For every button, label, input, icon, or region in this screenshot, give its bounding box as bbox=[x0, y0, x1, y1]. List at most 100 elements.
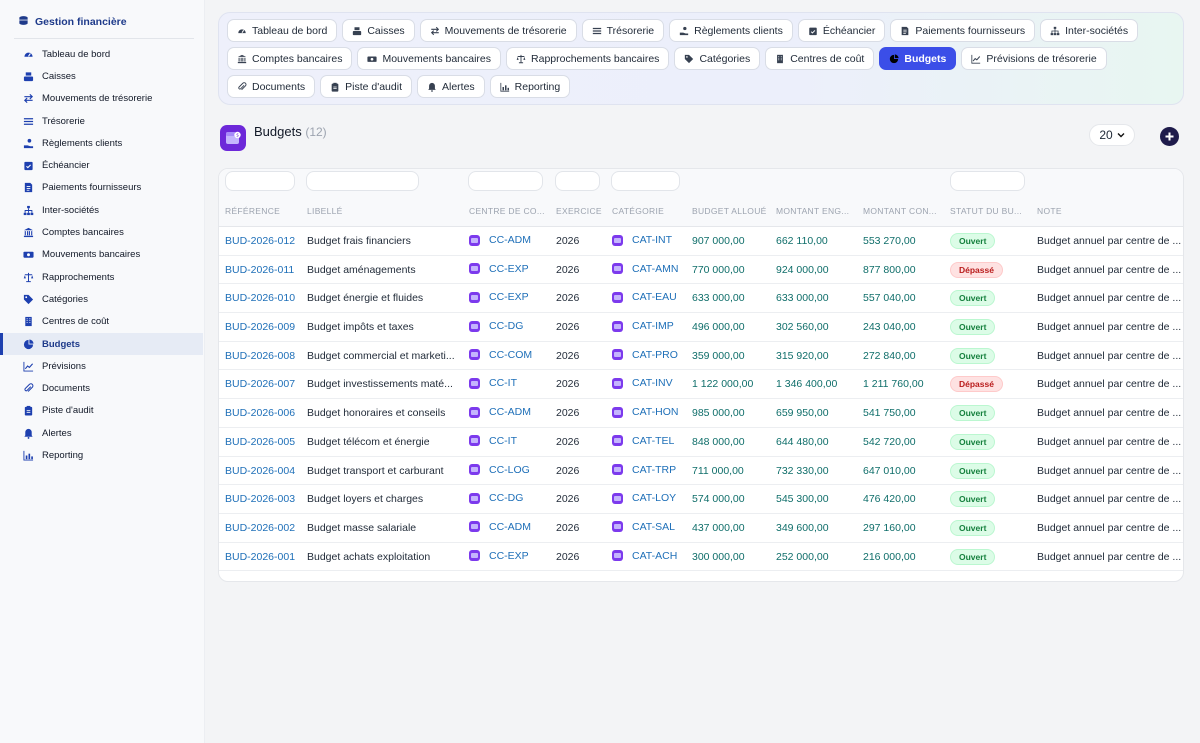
cost-center-link[interactable]: CC-IT bbox=[469, 377, 549, 389]
cost-center-link[interactable]: CC-DG bbox=[469, 492, 549, 504]
sidebar-item-reporting[interactable]: Reporting bbox=[0, 444, 203, 466]
col-centre-header[interactable]: CENTRE DE CO... bbox=[469, 206, 545, 216]
tab-inter-societes[interactable]: Inter-sociétés bbox=[1040, 19, 1139, 42]
filter-statut-input[interactable] bbox=[950, 171, 1025, 191]
tab-paiements-fournisseurs[interactable]: Paiements fournisseurs bbox=[890, 19, 1036, 42]
table-row[interactable]: BUD-2026-008 Budget commercial et marketi… bbox=[219, 342, 1183, 371]
tab-reglements-clients[interactable]: Règlements clients bbox=[669, 19, 793, 42]
tab-tresorerie[interactable]: Trésorerie bbox=[581, 19, 665, 42]
tab-budgets[interactable]: Budgets bbox=[879, 47, 957, 70]
cost-center-link[interactable]: CC-EXP bbox=[469, 550, 549, 562]
category-link[interactable]: CAT-INV bbox=[612, 377, 688, 389]
tab-previsions-de-tresorerie[interactable]: Prévisions de trésorerie bbox=[961, 47, 1107, 70]
cost-center-link[interactable]: CC-IT bbox=[469, 435, 549, 447]
col-categorie-header[interactable]: CATÉGORIE bbox=[612, 206, 665, 216]
tab-piste-d-audit[interactable]: Piste d'audit bbox=[320, 75, 412, 98]
table-row[interactable]: BUD-2026-007 Budget investissements maté.… bbox=[219, 370, 1183, 400]
col-libelle-header[interactable]: LIBELLÉ bbox=[307, 206, 343, 216]
col-note-header[interactable]: NOTE bbox=[1037, 206, 1062, 216]
sidebar-item-previsions[interactable]: Prévisions bbox=[0, 355, 203, 377]
table-row[interactable]: BUD-2026-011 Budget aménagements CC-EXP 202… bbox=[219, 256, 1183, 285]
tab-mouvements-de-tresorerie[interactable]: Mouvements de trésorerie bbox=[419, 19, 577, 42]
tab-rapprochements-bancaires[interactable]: Rapprochements bancaires bbox=[506, 47, 670, 70]
budget-reference-link[interactable]: BUD-2026-010 bbox=[225, 292, 296, 305]
sidebar-item-documents[interactable]: Documents bbox=[0, 377, 203, 399]
category-link[interactable]: CAT-EAU bbox=[612, 291, 688, 303]
tab-documents[interactable]: Documents bbox=[227, 75, 316, 98]
tab-caisses[interactable]: Caisses bbox=[342, 19, 415, 42]
sidebar-item-paiements-fournisseurs[interactable]: Paiements fournisseurs bbox=[0, 177, 203, 199]
cost-center-link[interactable]: CC-EXP bbox=[469, 263, 549, 275]
filter-reference-input[interactable] bbox=[225, 171, 295, 191]
sidebar-item-mouvements-de-tresorerie[interactable]: Mouvements de trésorerie bbox=[0, 88, 203, 110]
filter-libelle-input[interactable] bbox=[306, 171, 419, 191]
sidebar-item-categories[interactable]: Catégories bbox=[0, 288, 203, 310]
col-budget-alloue-header[interactable]: BUDGET ALLOUÉ bbox=[692, 206, 767, 216]
tab-mouvements-bancaires[interactable]: Mouvements bancaires bbox=[357, 47, 502, 70]
col-reference-header[interactable]: RÉFÉRENCE bbox=[225, 206, 281, 216]
budget-reference-link[interactable]: BUD-2026-012 bbox=[225, 235, 296, 247]
table-row[interactable]: BUD-2026-003 Budget loyers et charges CC-D… bbox=[219, 485, 1183, 514]
sidebar-item-alertes[interactable]: Alertes bbox=[0, 422, 203, 444]
tab-alertes[interactable]: Alertes bbox=[416, 75, 485, 98]
sidebar-item-reglements-clients[interactable]: Règlements clients bbox=[0, 132, 203, 154]
category-link[interactable]: CAT-IMP bbox=[612, 320, 688, 332]
sidebar-item-mouvements-bancaires[interactable]: Mouvements bancaires bbox=[0, 244, 203, 266]
filter-centre-input[interactable] bbox=[468, 171, 543, 191]
sidebar-item-budgets[interactable]: Budgets bbox=[0, 332, 203, 356]
table-row[interactable]: BUD-2026-010 Budget énergie et fluides CC-… bbox=[219, 284, 1183, 314]
cost-center-link[interactable]: CC-DG bbox=[469, 320, 549, 332]
filter-categorie-input[interactable] bbox=[611, 171, 680, 191]
tab-tableau-de-bord[interactable]: Tableau de bord bbox=[227, 19, 338, 42]
sidebar-item-caisses[interactable]: Caisses bbox=[0, 65, 203, 87]
col-exercice-header[interactable]: EXERCICE bbox=[556, 206, 602, 216]
cost-center-link[interactable]: CC-EXP bbox=[469, 291, 549, 303]
category-link[interactable]: CAT-HON bbox=[612, 406, 688, 418]
cost-center-link[interactable]: CC-ADM bbox=[469, 234, 549, 246]
sidebar-item-centres-de-cout[interactable]: Centres de coût bbox=[0, 311, 203, 333]
cost-center-link[interactable]: CC-COM bbox=[469, 349, 549, 361]
tab-comptes-bancaires[interactable]: Comptes bancaires bbox=[227, 47, 353, 70]
sidebar-item-rapprochements[interactable]: Rapprochements bbox=[0, 266, 203, 288]
category-link[interactable]: CAT-PRO bbox=[612, 349, 688, 361]
col-statut-header[interactable]: STATUT DU BU... bbox=[950, 206, 1023, 216]
budget-reference-link[interactable]: BUD-2026-003 bbox=[225, 493, 296, 506]
table-row[interactable]: BUD-2026-001 Budget achats exploitation CC… bbox=[219, 543, 1183, 572]
category-link[interactable]: CAT-LOY bbox=[612, 492, 688, 504]
budget-reference-link[interactable]: BUD-2026-009 bbox=[225, 321, 296, 334]
table-row[interactable]: BUD-2026-012 Budget frais financiers CC-AD… bbox=[219, 227, 1183, 256]
col-montant-consomme-header[interactable]: MONTANT CON... bbox=[863, 206, 937, 216]
budget-reference-link[interactable]: BUD-2026-002 bbox=[225, 521, 296, 534]
budget-reference-link[interactable]: BUD-2026-006 bbox=[225, 407, 296, 420]
budget-reference-link[interactable]: BUD-2026-007 bbox=[225, 378, 296, 391]
budget-reference-link[interactable]: BUD-2026-008 bbox=[225, 349, 296, 362]
page-size-select[interactable]: 20 bbox=[1089, 124, 1135, 146]
sidebar-item-piste-d-audit[interactable]: Piste d'audit bbox=[0, 400, 203, 422]
budget-reference-link[interactable]: BUD-2026-004 bbox=[225, 464, 296, 477]
category-link[interactable]: CAT-INT bbox=[612, 234, 688, 246]
sidebar-item-inter-societes[interactable]: Inter-sociétés bbox=[0, 199, 203, 221]
table-row[interactable]: BUD-2026-006 Budget honoraires et conseil… bbox=[219, 399, 1183, 428]
filter-exercice-input[interactable] bbox=[555, 171, 600, 191]
cost-center-link[interactable]: CC-ADM bbox=[469, 406, 549, 418]
cost-center-link[interactable]: CC-LOG bbox=[469, 464, 549, 476]
sidebar-item-echeancier[interactable]: Échéancier bbox=[0, 154, 203, 176]
table-row[interactable]: BUD-2026-005 Budget télécom et énergie CC-… bbox=[219, 428, 1183, 457]
add-budget-button[interactable] bbox=[1160, 127, 1179, 146]
tab-echeancier[interactable]: Échéancier bbox=[797, 19, 886, 42]
tab-categories[interactable]: Catégories bbox=[674, 47, 761, 70]
budget-reference-link[interactable]: BUD-2026-001 bbox=[225, 550, 296, 563]
table-row[interactable]: BUD-2026-009 Budget impôts et taxes CC-DG 2… bbox=[219, 313, 1183, 342]
col-montant-engage-header[interactable]: MONTANT ENG... bbox=[776, 206, 850, 216]
category-link[interactable]: CAT-TEL bbox=[612, 435, 688, 447]
table-row[interactable]: BUD-2026-004 Budget transport et carburan… bbox=[219, 457, 1183, 486]
cost-center-link[interactable]: CC-ADM bbox=[469, 521, 549, 533]
category-link[interactable]: CAT-AMN bbox=[612, 263, 688, 275]
tab-reporting[interactable]: Reporting bbox=[489, 75, 571, 98]
tab-centres-de-cout[interactable]: Centres de coût bbox=[765, 47, 875, 70]
sidebar-item-tresorerie[interactable]: Trésorerie bbox=[0, 110, 203, 132]
category-link[interactable]: CAT-SAL bbox=[612, 521, 688, 533]
sidebar-item-tableau-de-bord[interactable]: Tableau de bord bbox=[0, 43, 203, 65]
category-link[interactable]: CAT-TRP bbox=[612, 464, 688, 476]
table-row[interactable]: BUD-2026-002 Budget masse salariale CC-ADM… bbox=[219, 514, 1183, 543]
